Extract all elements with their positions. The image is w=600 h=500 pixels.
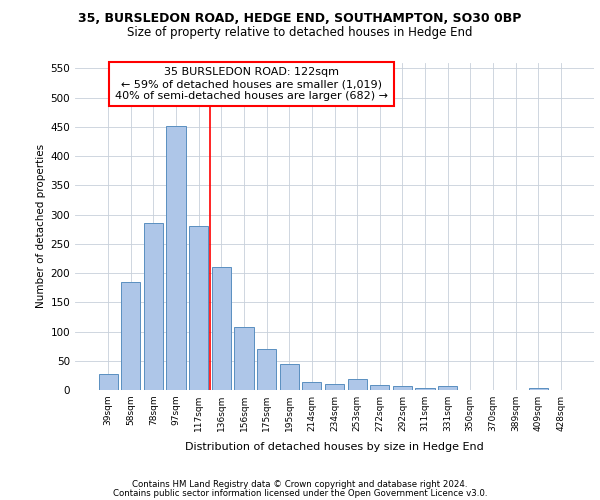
Bar bbox=[347, 380, 367, 390]
Bar bbox=[280, 364, 299, 390]
Bar bbox=[121, 282, 140, 390]
Bar bbox=[302, 382, 322, 390]
Bar bbox=[166, 126, 186, 390]
Text: Contains public sector information licensed under the Open Government Licence v3: Contains public sector information licen… bbox=[113, 488, 487, 498]
Bar bbox=[212, 266, 231, 390]
Text: Contains HM Land Registry data © Crown copyright and database right 2024.: Contains HM Land Registry data © Crown c… bbox=[132, 480, 468, 489]
Text: 35 BURSLEDON ROAD: 122sqm
← 59% of detached houses are smaller (1,019)
40% of se: 35 BURSLEDON ROAD: 122sqm ← 59% of detac… bbox=[115, 68, 388, 100]
Bar bbox=[325, 384, 344, 390]
Text: 35, BURSLEDON ROAD, HEDGE END, SOUTHAMPTON, SO30 0BP: 35, BURSLEDON ROAD, HEDGE END, SOUTHAMPT… bbox=[79, 12, 521, 26]
Bar bbox=[98, 374, 118, 390]
Bar bbox=[370, 384, 389, 390]
Text: Size of property relative to detached houses in Hedge End: Size of property relative to detached ho… bbox=[127, 26, 473, 39]
Bar bbox=[144, 222, 163, 390]
X-axis label: Distribution of detached houses by size in Hedge End: Distribution of detached houses by size … bbox=[185, 442, 484, 452]
Y-axis label: Number of detached properties: Number of detached properties bbox=[36, 144, 46, 308]
Bar bbox=[257, 349, 276, 390]
Bar bbox=[529, 388, 548, 390]
Bar bbox=[189, 226, 208, 390]
Bar bbox=[235, 327, 254, 390]
Bar bbox=[393, 386, 412, 390]
Bar bbox=[415, 388, 434, 390]
Bar bbox=[438, 386, 457, 390]
